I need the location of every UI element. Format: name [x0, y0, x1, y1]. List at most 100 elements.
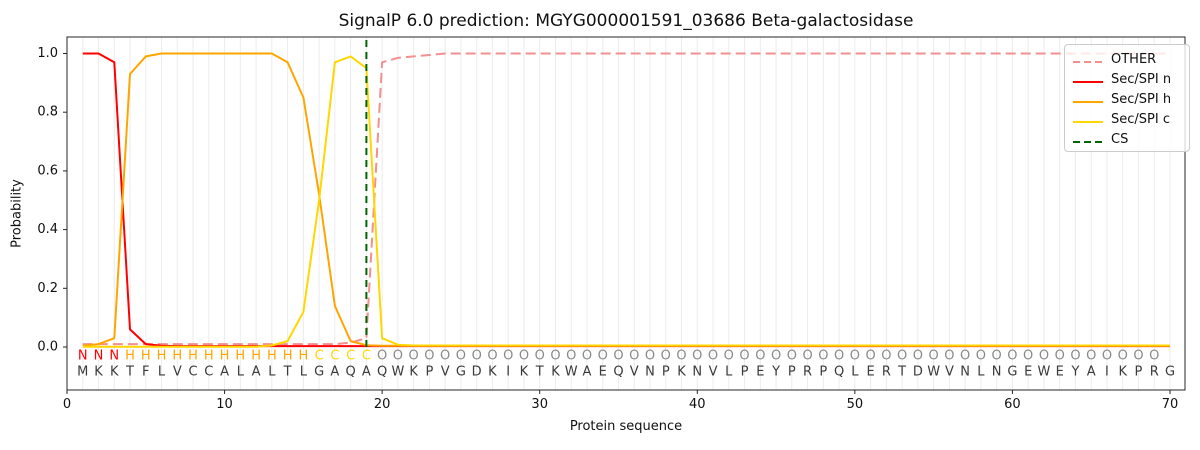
region-label-row-letter: O	[1102, 349, 1112, 364]
x-tick-label: 10	[216, 397, 233, 412]
region-label-row-letter: O	[645, 349, 655, 364]
y-tick-label: 0.8	[37, 105, 58, 120]
sequence-row-letter: T	[125, 365, 134, 380]
region-label-row-letter: C	[330, 349, 339, 364]
sequence-row-letter: K	[94, 365, 103, 380]
region-label-row-letter: H	[267, 349, 277, 364]
legend-item-other: OTHER	[1065, 49, 1189, 69]
series-line-sec-spi-h	[82, 52, 1170, 347]
region-label-row-letter: O	[424, 349, 434, 364]
sequence-row-letter: L	[158, 365, 166, 380]
series-line-sec-spi-n	[82, 52, 1170, 348]
sequence-row-letter: P	[741, 365, 749, 380]
y-axis-label: Probability	[9, 179, 25, 248]
sequence-row-letter: P	[788, 365, 796, 380]
sequence-row-letter: L	[300, 365, 308, 380]
region-label-row-letter: O	[724, 349, 734, 364]
region-label-row-letter: O	[992, 349, 1002, 364]
sequence-row-letter: K	[551, 365, 560, 380]
region-label-row-letter: O	[503, 349, 513, 364]
region-label-row-letter: N	[109, 349, 119, 364]
sequence-row-letter: V	[173, 365, 182, 380]
region-label-row-letter: O	[661, 349, 671, 364]
region-label-row-letter: H	[220, 349, 230, 364]
region-label-row-letter: O	[818, 349, 828, 364]
sequence-row-letter: E	[866, 365, 874, 380]
sequence-row-letter: V	[441, 365, 450, 380]
legend-line-sample	[1073, 70, 1103, 89]
x-tick-label: 20	[374, 397, 391, 412]
sequence-row-letter: L	[237, 365, 245, 380]
sequence-row-letter: A	[330, 365, 339, 380]
sequence-row-letter: C	[189, 365, 198, 380]
region-label-row-letter: O	[629, 349, 639, 364]
x-tick-label: 70	[1162, 397, 1179, 412]
region-label-row-letter: H	[172, 349, 182, 364]
x-axis-ticks: 0 10 20 30 40 50 60 70	[63, 390, 1178, 412]
x-tick-label: 40	[689, 397, 706, 412]
region-label-row-letter: O	[913, 349, 923, 364]
region-label-row-letter: C	[362, 349, 371, 364]
sequence-row-letter: E	[756, 365, 764, 380]
sequence-row-letter: N	[960, 365, 970, 380]
sequence-row-letter: K	[488, 365, 497, 380]
region-label-row-letter: O	[566, 349, 576, 364]
sequence-row-letter: A	[252, 365, 261, 380]
region-label-row-letter: N	[94, 349, 104, 364]
chart-title: SignalP 6.0 prediction: MGYG000001591_03…	[338, 11, 914, 31]
region-label-row-letter: O	[897, 349, 907, 364]
region-label-row-letter: O	[550, 349, 560, 364]
region-label-row-letter: N	[78, 349, 88, 364]
sequence-row-letter: E	[1024, 365, 1032, 380]
region-label-row-letter: O	[708, 349, 718, 364]
region-label-row-letter: H	[251, 349, 261, 364]
sequence-row-letter: Q	[834, 365, 844, 380]
region-label-row-letter: O	[1133, 349, 1143, 364]
region-label-row-letter: O	[944, 349, 954, 364]
sequence-row-letter: K	[520, 365, 529, 380]
region-label-row-letter: O	[755, 349, 765, 364]
region-label-row-letter: C	[315, 349, 324, 364]
sequence-row-letter: F	[142, 365, 149, 380]
region-label-row-letter: O	[440, 349, 450, 364]
region-label-row-letter: O	[976, 349, 986, 364]
x-tick-label: 0	[63, 397, 71, 412]
sequence-row-letter: K	[110, 365, 119, 380]
region-label-row-letter: O	[1118, 349, 1128, 364]
region-label-row-letter: H	[157, 349, 167, 364]
region-label-row-letter: H	[235, 349, 245, 364]
series-line-other	[82, 52, 1170, 346]
y-tick-label: 0.6	[37, 163, 58, 178]
region-label-row-letter: O	[771, 349, 781, 364]
sequence-row-letter: A	[362, 365, 371, 380]
y-axis-ticks: 0.0 0.2 0.4 0.6 0.8 1.0	[37, 46, 67, 355]
region-label-row-letter: O	[519, 349, 529, 364]
region-label-row-letter: O	[676, 349, 686, 364]
legend-item-label: Sec/SPI c	[1111, 111, 1170, 127]
legend-item-label: Sec/SPI n	[1111, 71, 1172, 87]
region-label-row-letter: O	[739, 349, 749, 364]
x-tick-label: 30	[531, 397, 548, 412]
sequence-row-letter: W	[391, 365, 404, 380]
region-label-row-letter: O	[850, 349, 860, 364]
sequence-row-letter: R	[882, 365, 891, 380]
region-label-row-letter: H	[283, 349, 293, 364]
region-label-row-letter: O	[377, 349, 387, 364]
sequence-row-letter: T	[897, 365, 906, 380]
legend-item-label: CS	[1111, 131, 1129, 147]
region-label-row-letter: H	[204, 349, 214, 364]
y-tick-label: 0.0	[37, 340, 58, 355]
region-label-row-letter: O	[960, 349, 970, 364]
sequence-row-letter: G	[1007, 365, 1017, 380]
sequence-row-letter: W	[1038, 365, 1051, 380]
sequence-row-letter: K	[409, 365, 418, 380]
region-label-row-letter: O	[487, 349, 497, 364]
region-label-row-letter: O	[1070, 349, 1080, 364]
legend-line-sample	[1073, 50, 1103, 69]
sequence-row-letter: A	[583, 365, 592, 380]
legend-item-sec-spi-n: Sec/SPI n	[1065, 69, 1189, 89]
sequence-row-letter: V	[709, 365, 718, 380]
